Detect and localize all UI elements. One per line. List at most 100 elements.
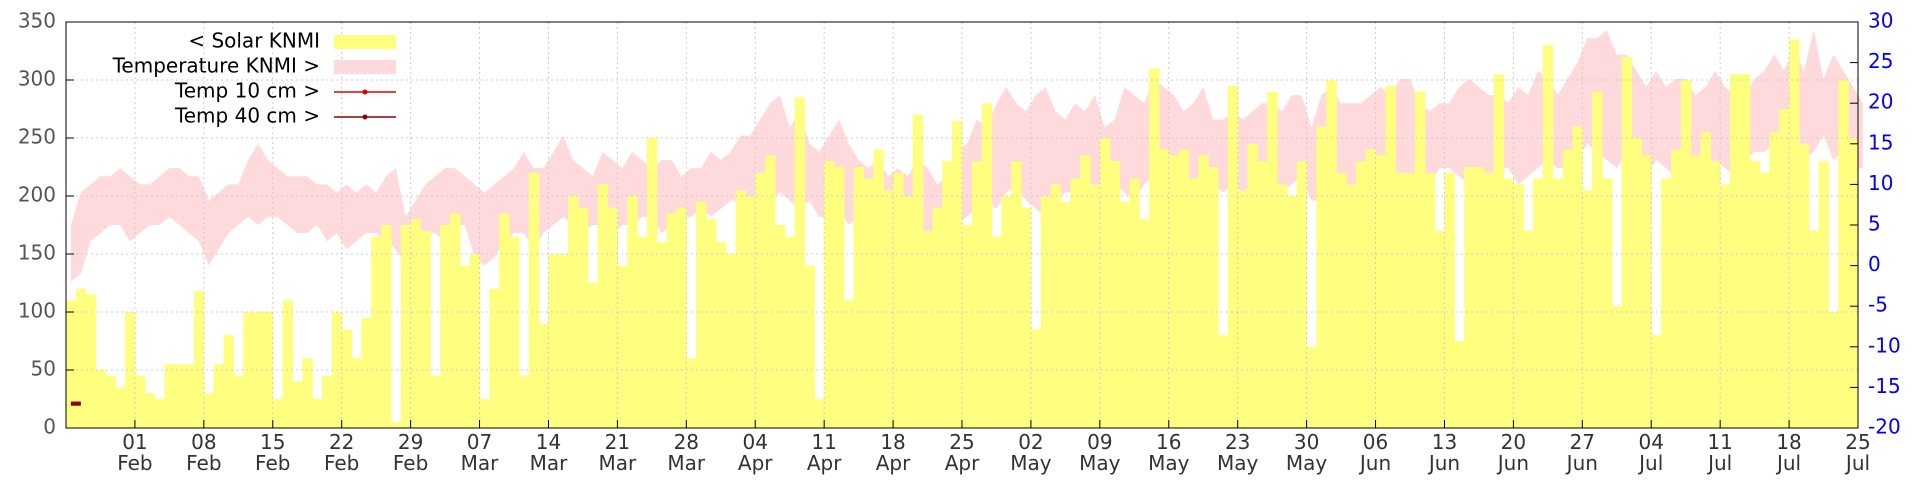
legend-swatch — [334, 35, 396, 49]
x-tick-label: 14 Mar — [529, 430, 568, 475]
bar — [558, 254, 569, 428]
bar — [1562, 149, 1574, 428]
bar — [706, 219, 717, 428]
bar — [1385, 85, 1396, 429]
bar — [1641, 155, 1652, 428]
x-tick-label: 13 Jun — [1428, 430, 1461, 475]
bar — [509, 236, 520, 428]
x-tick-label: 08 Feb — [186, 430, 222, 475]
bar — [1739, 74, 1751, 428]
bar — [834, 167, 845, 428]
bar — [1720, 184, 1731, 428]
bar — [646, 138, 658, 428]
bar — [1661, 178, 1672, 428]
x-tick-label: 15 Feb — [255, 430, 291, 475]
bar — [1474, 167, 1485, 428]
bar — [1414, 91, 1426, 428]
bar — [902, 196, 914, 428]
bar — [912, 114, 924, 429]
bar — [1158, 149, 1170, 428]
y2-tick-label: 10 — [1868, 171, 1893, 195]
bar — [1267, 91, 1278, 428]
bar — [1109, 161, 1121, 428]
bar — [1828, 312, 1839, 428]
bar — [883, 190, 894, 428]
bar — [1818, 161, 1830, 428]
y2-tick-label: 15 — [1868, 130, 1893, 154]
bar — [893, 172, 904, 428]
bar — [351, 358, 362, 428]
bar — [765, 155, 776, 428]
bar — [184, 364, 195, 428]
y2-tick-label: -5 — [1868, 293, 1888, 317]
bar — [1454, 341, 1465, 428]
x-tick-label: 11 Apr — [806, 430, 842, 475]
bar — [1444, 172, 1455, 428]
bar — [804, 265, 815, 428]
bar — [390, 422, 402, 428]
bar — [1680, 80, 1692, 428]
bar — [489, 288, 500, 428]
legend-label: Temperature KNMI > — [112, 54, 320, 78]
bar — [1700, 132, 1711, 428]
bar — [85, 294, 97, 428]
bar — [922, 230, 934, 428]
bar — [1198, 155, 1209, 428]
y-tick-label: 350 — [18, 9, 56, 33]
bar — [686, 358, 697, 428]
bar — [932, 207, 943, 428]
bar — [1749, 161, 1761, 428]
bar — [144, 393, 156, 428]
bar — [499, 213, 510, 428]
bar — [873, 149, 884, 428]
bar — [824, 161, 835, 428]
bar — [991, 236, 1002, 428]
bar — [105, 375, 116, 428]
bar — [1375, 155, 1386, 428]
x-tick-label: 07 Mar — [460, 430, 499, 475]
bar — [843, 300, 855, 428]
bar — [233, 375, 244, 428]
bar — [1424, 172, 1436, 428]
bar — [1306, 346, 1318, 428]
bar — [1582, 190, 1593, 428]
bar — [213, 364, 225, 428]
bar — [1592, 91, 1603, 428]
bar — [1464, 167, 1475, 428]
bar — [1346, 184, 1357, 428]
x-tick-label: 28 Mar — [667, 430, 706, 475]
bar — [341, 329, 353, 428]
bar — [774, 225, 786, 428]
x-tick-label: 20 Jun — [1497, 430, 1529, 475]
bar — [125, 312, 136, 428]
bar — [1395, 172, 1406, 428]
y-tick-label: 300 — [18, 67, 56, 91]
y2-tick-label: -10 — [1868, 333, 1901, 357]
bar — [735, 190, 746, 428]
bar — [1690, 155, 1702, 428]
y-tick-label: 150 — [18, 241, 56, 265]
bar — [1789, 39, 1800, 429]
x-tick-label: 09 May — [1079, 430, 1121, 475]
bar — [853, 167, 865, 428]
bar — [1168, 155, 1180, 428]
bar — [1237, 190, 1249, 428]
x-tick-label: 11 Jul — [1707, 430, 1733, 475]
bar — [1080, 155, 1091, 428]
bar — [1503, 178, 1514, 428]
bar — [952, 120, 963, 428]
bar — [1030, 329, 1042, 428]
bar — [1483, 172, 1495, 428]
bar — [312, 399, 323, 428]
bar — [272, 399, 284, 428]
bar — [1316, 126, 1327, 429]
bar — [1523, 230, 1534, 428]
legend-label: Temp 40 cm > — [174, 104, 320, 128]
bar — [479, 399, 490, 428]
bar — [1119, 201, 1130, 428]
x-tick-label: 29 Feb — [392, 430, 429, 475]
bar — [1099, 138, 1111, 428]
bar — [450, 213, 461, 428]
bar — [115, 387, 126, 428]
y2-tick-label: 25 — [1868, 49, 1893, 73]
